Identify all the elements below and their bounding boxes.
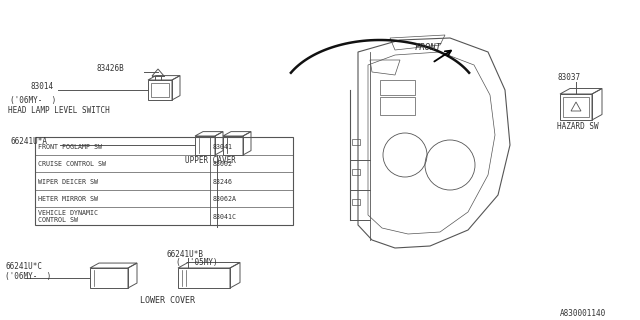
Text: CRUISE CONTROL SW: CRUISE CONTROL SW <box>38 161 106 167</box>
Text: 83041: 83041 <box>213 144 233 150</box>
Bar <box>151 83 169 97</box>
Bar <box>563 97 589 117</box>
Text: WIPER DEICER SW: WIPER DEICER SW <box>38 179 98 185</box>
Text: 83041C: 83041C <box>213 214 237 220</box>
Text: ( -'05MY): ( -'05MY) <box>176 258 218 267</box>
Text: FRONT: FRONT <box>415 43 442 52</box>
Text: A830001140: A830001140 <box>560 309 606 318</box>
Bar <box>380 97 415 115</box>
Text: ('06MY-  ): ('06MY- ) <box>10 96 56 105</box>
Text: 83246: 83246 <box>213 179 233 185</box>
Bar <box>352 199 360 205</box>
Text: 83037: 83037 <box>557 73 580 82</box>
Text: LOWER COVER: LOWER COVER <box>140 296 195 305</box>
Text: ('06MY-  ): ('06MY- ) <box>5 272 51 281</box>
Text: 83014: 83014 <box>30 82 53 91</box>
Text: 66241U*C: 66241U*C <box>5 262 42 271</box>
Text: FRONT FOGLAMP SW: FRONT FOGLAMP SW <box>38 144 102 150</box>
Text: HEAD LAMP LEVEL SWITCH: HEAD LAMP LEVEL SWITCH <box>8 106 109 115</box>
Text: HAZARD SW: HAZARD SW <box>557 122 598 131</box>
Text: HETER MIRROR SW: HETER MIRROR SW <box>38 196 98 203</box>
Bar <box>352 169 360 175</box>
Bar <box>35 137 293 225</box>
Text: CONTROL SW: CONTROL SW <box>38 217 78 223</box>
Text: 66241U*A: 66241U*A <box>10 137 47 146</box>
Bar <box>352 139 360 145</box>
Text: 83062A: 83062A <box>213 196 237 203</box>
Text: 83002: 83002 <box>213 161 233 167</box>
Text: UPPER CAVER: UPPER CAVER <box>185 156 236 165</box>
Text: VEHICLE DYNAMIC: VEHICLE DYNAMIC <box>38 210 98 216</box>
Text: 66241U*B: 66241U*B <box>166 250 203 259</box>
Bar <box>380 80 415 95</box>
Text: 83426B: 83426B <box>96 64 124 73</box>
